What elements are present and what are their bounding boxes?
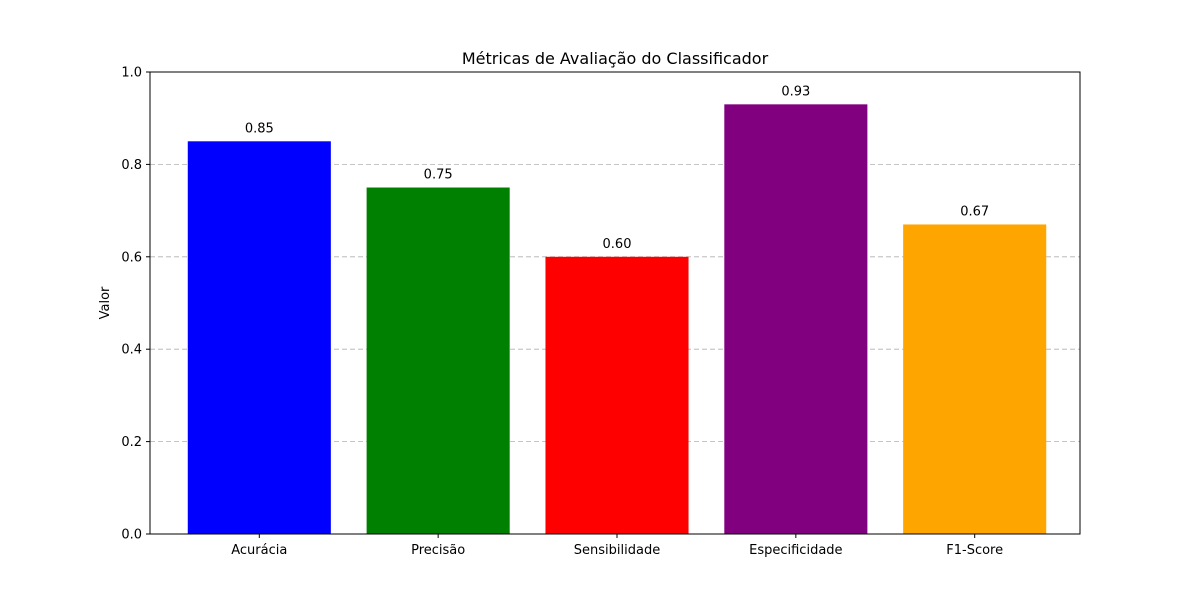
- chart-title: Métricas de Avaliação do Classificador: [462, 49, 769, 68]
- bar-layer: [187, 104, 1047, 535]
- y-tick-label: 0.4: [121, 343, 142, 358]
- plot-frame: [149, 71, 1081, 535]
- bar-value-label: 0.85: [245, 121, 274, 136]
- y-axis-label: Valor: [98, 286, 113, 319]
- y-tick-label: 0.6: [121, 250, 142, 265]
- data-label-layer: 0.85 0.75 0.60 0.93 0.67: [245, 84, 989, 251]
- x-tick-label: Precisão: [411, 543, 465, 558]
- tick-layer: 0.0 0.2 0.4 0.6 0.8 1.0 Acurácia Precisão Sensib…: [121, 66, 1003, 559]
- y-tick-label: 1.0: [121, 66, 142, 81]
- bar-value-label: 0.67: [960, 204, 989, 219]
- y-tick-label: 0.2: [121, 435, 142, 450]
- bar-acur-cia: [187, 141, 331, 535]
- bar-especificidade: [724, 104, 868, 534]
- bar-value-label: 0.60: [603, 237, 632, 252]
- bar-value-label: 0.93: [781, 84, 810, 99]
- bar-value-label: 0.75: [424, 168, 453, 183]
- y-tick-label: 0.0: [121, 528, 142, 543]
- x-tick-label: Acurácia: [231, 543, 287, 558]
- bar-sensibilidade: [545, 256, 689, 534]
- x-tick-label: Sensibilidade: [574, 543, 660, 558]
- x-tick-label: F1-Score: [946, 543, 1003, 558]
- x-tick-label: Especificidade: [749, 543, 842, 558]
- y-tick-label: 0.8: [121, 158, 142, 173]
- bar-precis-o: [366, 187, 510, 534]
- bar-f1-score: [903, 224, 1047, 534]
